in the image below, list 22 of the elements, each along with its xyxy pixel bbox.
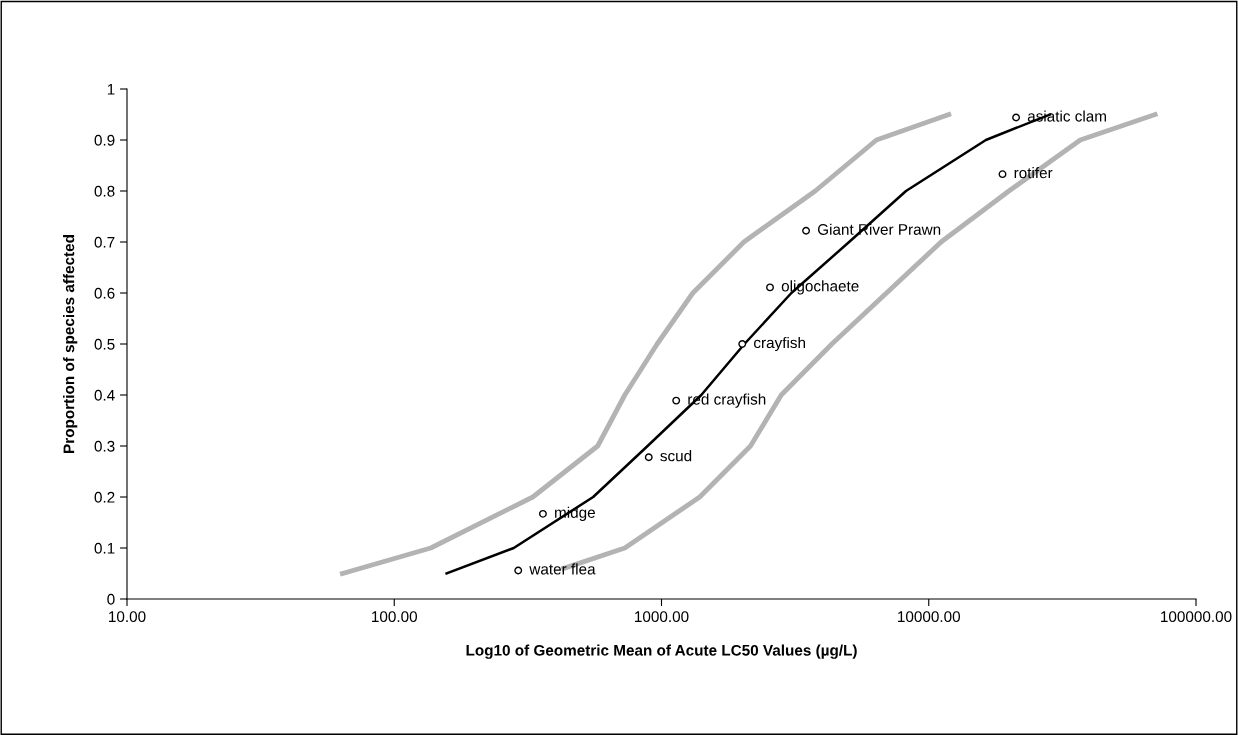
- x-tick-label: 1000.00: [635, 611, 689, 623]
- y-tick-label: 0.1: [94, 542, 115, 554]
- y-tick-label: 1: [107, 84, 115, 95]
- y-tick-label: 0: [107, 593, 115, 605]
- y-axis-title: Proportion of species affected: [63, 235, 78, 453]
- y-tick-label: 0.9: [94, 134, 115, 146]
- y-tick-label: 0.2: [94, 491, 115, 503]
- annotation: water flea: [529, 563, 596, 575]
- y-tick-label: 0.8: [94, 185, 115, 197]
- x-axis-title: Log10 of Geometric Mean of Acute LC50 Values (µg/L): [466, 644, 857, 659]
- y-tick-label: 0.6: [94, 287, 115, 299]
- annotation: crayfish: [754, 336, 805, 352]
- x-tick-label: 100000.00: [1161, 611, 1232, 623]
- y-tick-label: 0.3: [94, 440, 115, 452]
- y-tick-label: 0.4: [94, 389, 115, 401]
- x-tick-label: 100.00: [372, 611, 418, 623]
- y-tick-label: 0.7: [94, 236, 115, 248]
- annotation: scud: [660, 450, 692, 462]
- x-tick-label: 10.00: [109, 611, 146, 623]
- x-tick-label: 10000.00: [898, 611, 961, 623]
- y-tick-label: 0.5: [94, 338, 115, 350]
- annotation: rotifer: [1014, 167, 1053, 179]
